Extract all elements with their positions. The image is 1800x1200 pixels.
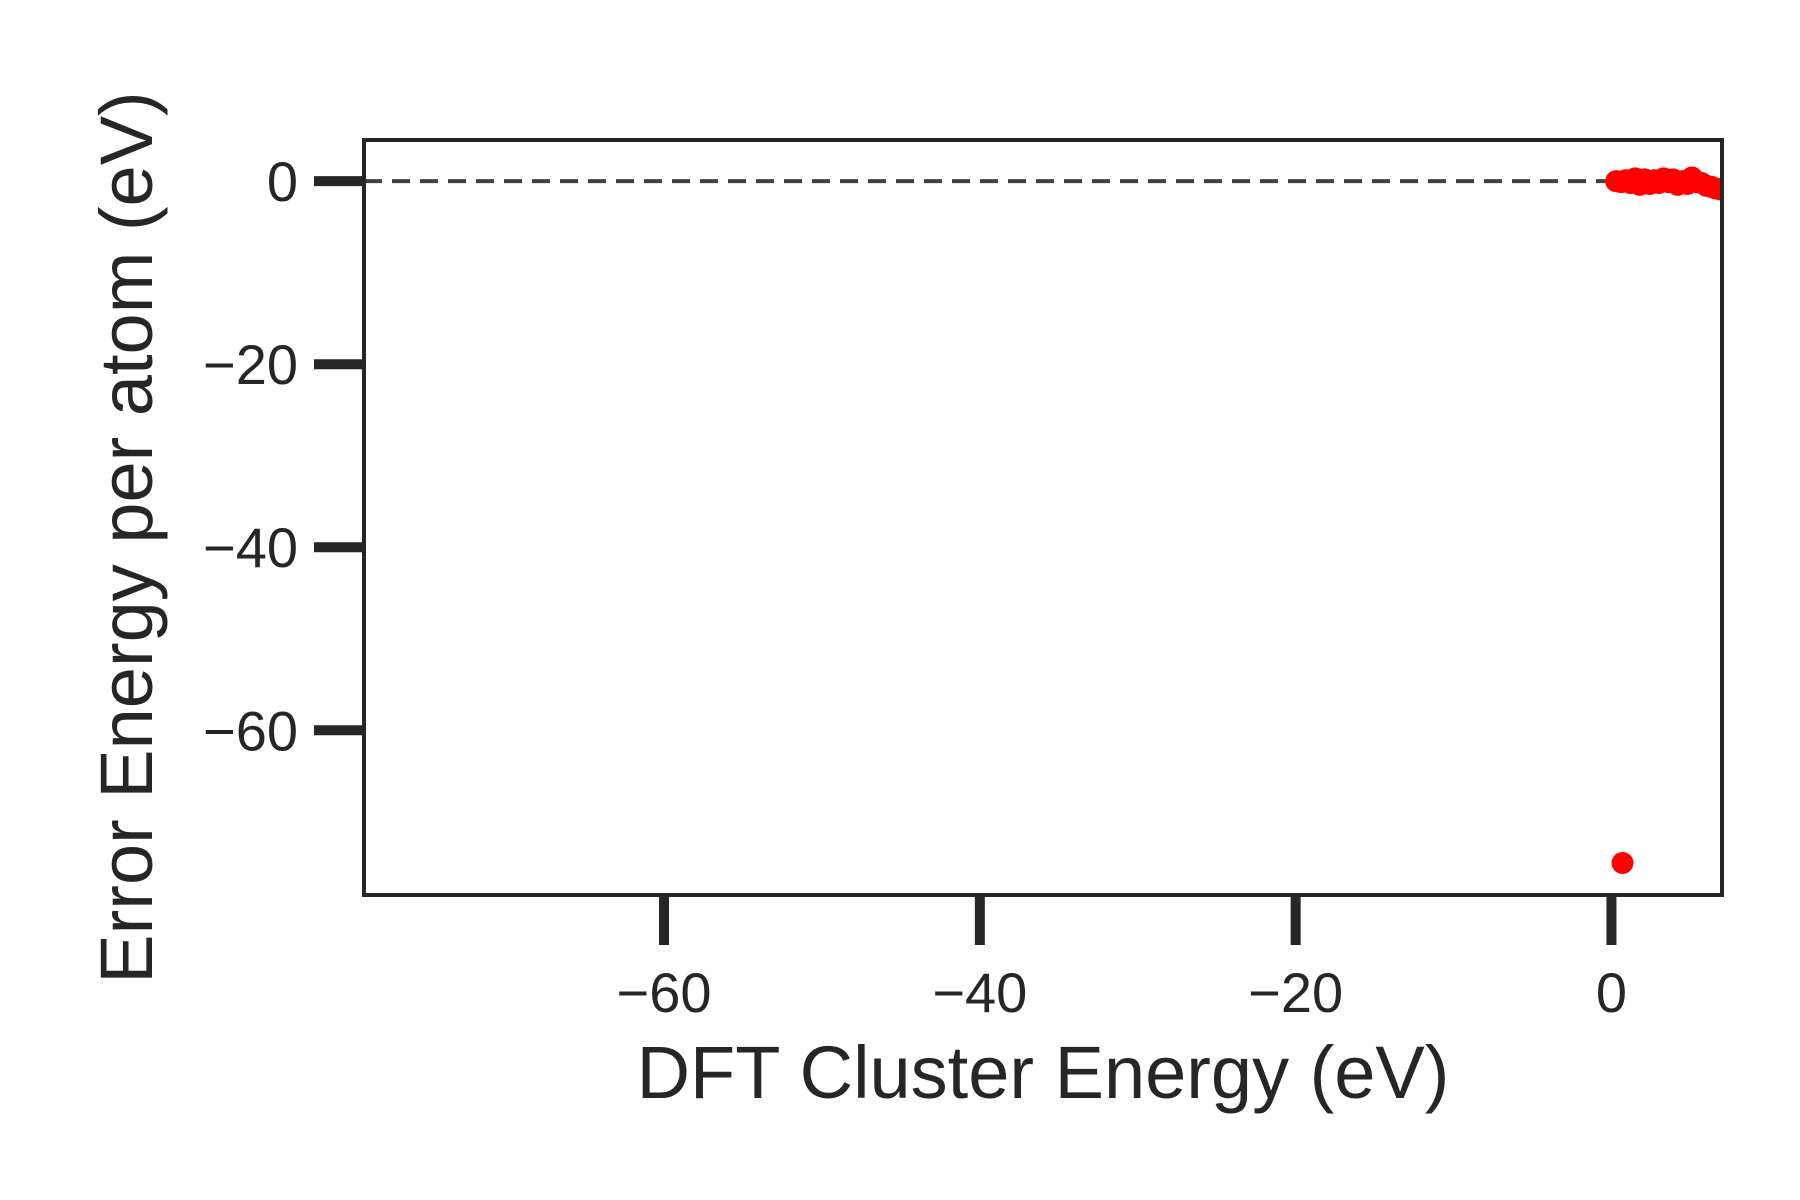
y-tick-label: −40 bbox=[203, 516, 298, 579]
x-tick-label: −60 bbox=[617, 961, 712, 1024]
x-axis-label: DFT Cluster Energy (eV) bbox=[637, 1031, 1450, 1114]
x-tick-label: −20 bbox=[1248, 961, 1343, 1024]
scatter-points bbox=[1605, 166, 1722, 874]
x-axis-ticks: −60 −40 −20 0 bbox=[617, 895, 1627, 1024]
y-axis-label: Error Energy per atom (eV) bbox=[85, 91, 168, 983]
y-tick-label: 0 bbox=[267, 150, 298, 213]
data-point bbox=[1611, 851, 1634, 874]
y-tick-label: −20 bbox=[203, 333, 298, 396]
y-axis-ticks: 0 −20 −40 −60 bbox=[203, 150, 364, 762]
data-point bbox=[1709, 178, 1722, 201]
plot-frame bbox=[362, 138, 1724, 897]
y-tick-label: −60 bbox=[203, 699, 298, 762]
x-tick-label: −40 bbox=[932, 961, 1027, 1024]
x-tick-label: 0 bbox=[1596, 961, 1627, 1024]
